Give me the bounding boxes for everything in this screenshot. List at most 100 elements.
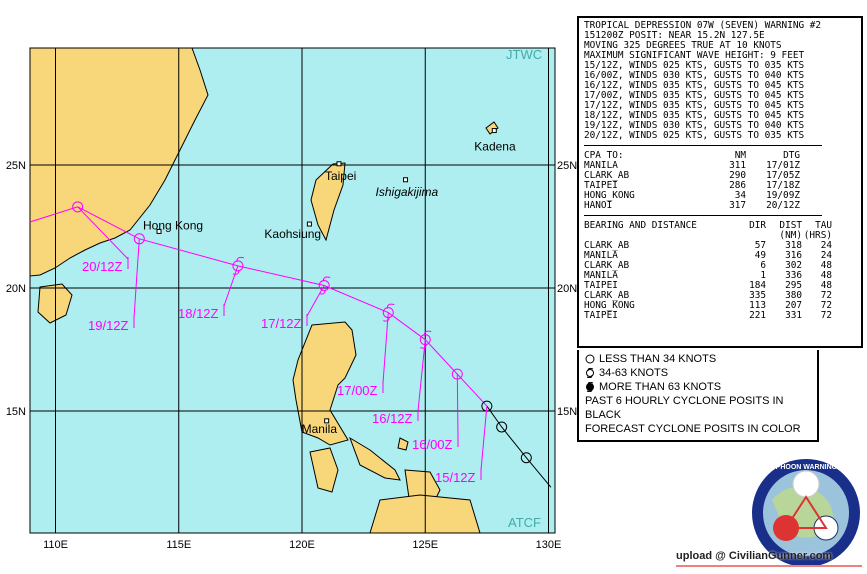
place-label: Manila	[302, 422, 338, 436]
table-row: HANOI 317 20/12Z	[584, 201, 861, 211]
place-label: Hong Kong	[143, 218, 203, 232]
forecast-time-label: 19/12Z	[88, 318, 129, 333]
place-marker-icon	[403, 177, 409, 183]
table-cell: 311	[729, 160, 746, 171]
past-position-icon	[496, 421, 508, 433]
china-coast	[29, 47, 209, 277]
table-cell: 34	[734, 190, 746, 201]
warning-line: 15/12Z, WINDS 025 KTS, GUSTS TO 035 KTS	[584, 60, 805, 71]
table-cell: 72	[820, 300, 832, 311]
table-cell: 48	[820, 270, 832, 281]
table-cell: 184	[749, 280, 766, 291]
watermark-underline	[676, 565, 862, 567]
table-cell: 336	[785, 270, 802, 281]
place-label: Taipei	[325, 169, 356, 183]
table-row: TAIPEI 221 331 72	[584, 311, 861, 321]
legend: LESS THAN 34 KNOTS 34-63 KNOTS MORE THAN…	[577, 350, 819, 442]
warning-line: TROPICAL DEPRESSION 07W (SEVEN) WARNING …	[584, 20, 822, 31]
agency-top: JTWC	[506, 47, 542, 62]
table-cell: 221	[749, 310, 766, 321]
place-label: Kaohsiung	[264, 227, 321, 241]
table-cell: 48	[820, 260, 832, 271]
table-row: TAIPEI 286 17/18Z	[584, 181, 861, 191]
bearing-distance-table: BEARING AND DISTANCE DIR DIST TAU (NM) (HRS) C…	[584, 221, 861, 321]
table-cell: 317	[729, 200, 746, 211]
lon-label: 120E	[289, 539, 315, 551]
table-row: TAIPEI 184 295 48	[584, 281, 861, 291]
table-cell: BEARING AND DISTANCE	[584, 220, 697, 231]
table-cell: DIST	[779, 220, 802, 231]
table-row: MANILA 1 336 48	[584, 271, 861, 281]
label-leader-line	[480, 406, 488, 471]
table-cell: 207	[785, 300, 802, 311]
table-row: MANILA 311 17/01Z	[584, 161, 861, 171]
warning-line: 18/12Z, WINDS 035 KTS, GUSTS TO 045 KTS	[584, 110, 805, 121]
legend-item-less-than-34: LESS THAN 34 KNOTS	[585, 352, 817, 366]
table-cell: (HRS)	[803, 230, 832, 241]
table-row: (NM) (HRS)	[584, 231, 861, 241]
place-label: Ishigakijima	[376, 185, 439, 199]
table-row: MANILA 49 316 24	[584, 251, 861, 261]
table-row: CLARK_AB 6 302 48	[584, 261, 861, 271]
warning-line: MOVING 325 DEGREES TRUE AT 10 KNOTS	[584, 40, 782, 51]
warning-line: 20/12Z, WINDS 025 KTS, GUSTS TO 035 KTS	[584, 130, 805, 141]
mindoro	[309, 447, 339, 493]
table-cell: TAIPEI	[584, 180, 618, 191]
table-cell: TAIPEI	[584, 280, 618, 291]
table-row: BEARING AND DISTANCE DIR DIST TAU	[584, 221, 861, 231]
table-row: CPA TO: NM DTG	[584, 151, 861, 161]
divider	[584, 215, 822, 216]
table-cell: HONG_KONG	[584, 190, 635, 201]
table-cell: MANILA	[584, 270, 618, 281]
label-leader-line	[223, 265, 239, 307]
open-circle-icon	[585, 354, 595, 364]
table-cell: 1	[760, 270, 766, 281]
table-cell: CPA TO:	[584, 150, 624, 161]
table-row: CLARK_AB 335 380 72	[584, 291, 861, 301]
lat-label: 25N	[557, 160, 577, 172]
lat-label: 25N	[6, 160, 26, 172]
table-cell: 316	[785, 250, 802, 261]
lat-label: 15N	[557, 406, 577, 418]
place-marker-icon	[336, 161, 342, 167]
forecast-time-label: 17/00Z	[337, 383, 378, 398]
warning-info-panel: TROPICAL DEPRESSION 07W (SEVEN) WARNING …	[577, 16, 863, 348]
table-cell: 113	[749, 300, 766, 311]
table-row: CLARK_AB 290 17/05Z	[584, 171, 861, 181]
table-cell: 24	[820, 240, 832, 251]
label-leader-line	[456, 374, 459, 438]
legend-note-forecast: FORECAST CYCLONE POSITS IN COLOR	[585, 423, 801, 435]
table-cell: 49	[754, 250, 766, 261]
table-cell: MANILA	[584, 160, 618, 171]
table-cell: 318	[785, 240, 802, 251]
label-leader-line	[133, 238, 140, 319]
forecast-time-label: 16/12Z	[372, 411, 413, 426]
forecast-time-label: 16/00Z	[412, 437, 453, 452]
table-cell: 20/12Z	[766, 200, 800, 211]
past-position-icon	[520, 452, 532, 464]
warning-line: 17/00Z, WINDS 035 KTS, GUSTS TO 045 KTS	[584, 90, 805, 101]
lon-label: 130E	[536, 539, 562, 551]
legend-note-past: PAST 6 HOURLY CYCLONE POSITS IN BLACK	[585, 395, 784, 421]
table-cell: TAIPEI	[584, 310, 618, 321]
legend-item-34-63: 34-63 KNOTS	[585, 366, 817, 380]
warning-lines: TROPICAL DEPRESSION 07W (SEVEN) WARNING …	[584, 21, 861, 141]
place-marker-icon	[156, 228, 162, 234]
table-cell: CLARK_AB	[584, 290, 630, 301]
warning-line: 16/12Z, WINDS 035 KTS, GUSTS TO 045 KTS	[584, 80, 805, 91]
table-cell: HONG_KONG	[584, 300, 635, 311]
warning-line: 19/12Z, WINDS 030 KTS, GUSTS TO 040 KTS	[584, 120, 805, 131]
table-cell: 17/05Z	[766, 170, 800, 181]
lat-label: 15N	[6, 406, 26, 418]
lon-label: 115E	[166, 539, 191, 551]
divider	[584, 145, 822, 146]
table-cell: NM	[734, 150, 746, 161]
table-cell: DIR	[749, 220, 766, 231]
warning-line: 17/12Z, WINDS 035 KTS, GUSTS TO 045 KTS	[584, 100, 805, 111]
label-leader-line	[417, 339, 426, 412]
table-cell: MANILA	[584, 250, 618, 261]
table-cell: HANOI	[584, 200, 613, 211]
table-cell: 48	[820, 280, 832, 291]
visayas	[349, 436, 401, 481]
